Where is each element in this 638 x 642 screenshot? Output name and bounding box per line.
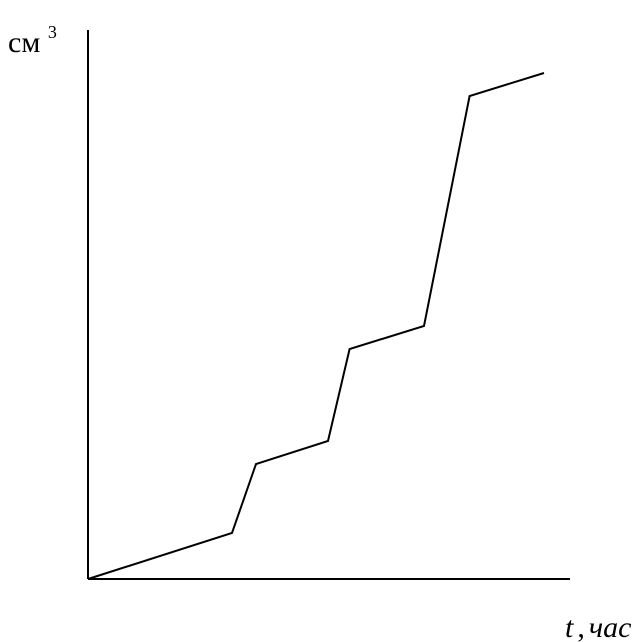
x-axis-label-separator: , <box>577 611 585 642</box>
x-axis-label: t , час <box>565 611 631 642</box>
y-axis-label-base: см <box>8 26 40 59</box>
y-axis-label-superscript: 3 <box>48 22 57 42</box>
x-axis-label-unit: час <box>589 611 632 642</box>
y-axis-label: см 3 <box>8 22 57 59</box>
x-axis-label-variable: t <box>565 611 574 642</box>
series-line <box>87 72 545 580</box>
